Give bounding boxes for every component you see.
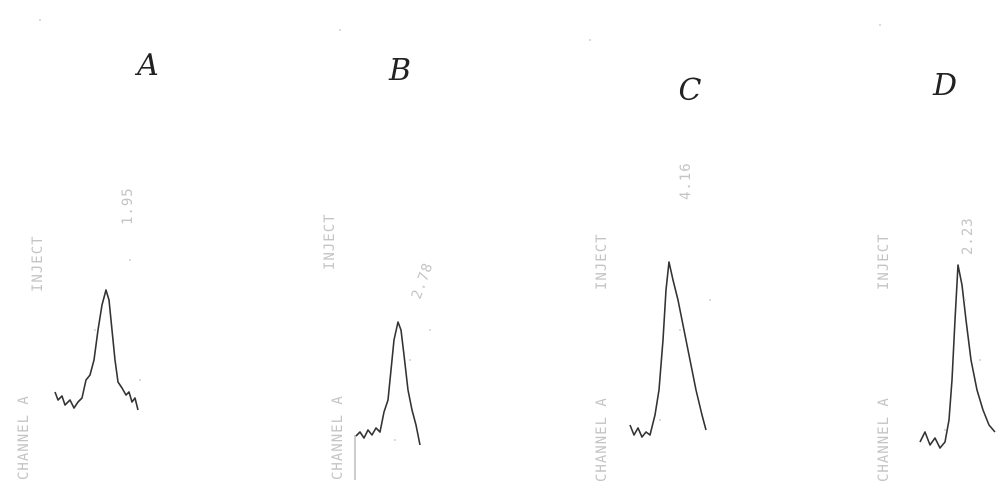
panel-label: C [679, 73, 702, 108]
channel-label: CHANNEL A [16, 395, 32, 480]
inject-label: INJECT [876, 233, 892, 290]
inject-label: INJECT [322, 213, 338, 270]
peak-time: 1.95 [120, 187, 136, 225]
inject-label: INJECT [594, 233, 610, 290]
channel-label: CHANNEL A [876, 397, 892, 482]
panel-label: B [388, 53, 411, 88]
peak-time: 2.23 [960, 217, 976, 255]
panel-label: D [932, 68, 957, 103]
channel-label: CHANNEL A [594, 397, 610, 482]
panel-label: A [134, 48, 159, 83]
inject-label: INJECT [30, 235, 46, 292]
channel-label: CHANNEL A [330, 395, 346, 480]
chromatogram-figure: A CHANNEL A INJECT 1.95 B CHANNEL A INJE… [0, 0, 1006, 488]
peak-time: 4.16 [678, 162, 694, 200]
